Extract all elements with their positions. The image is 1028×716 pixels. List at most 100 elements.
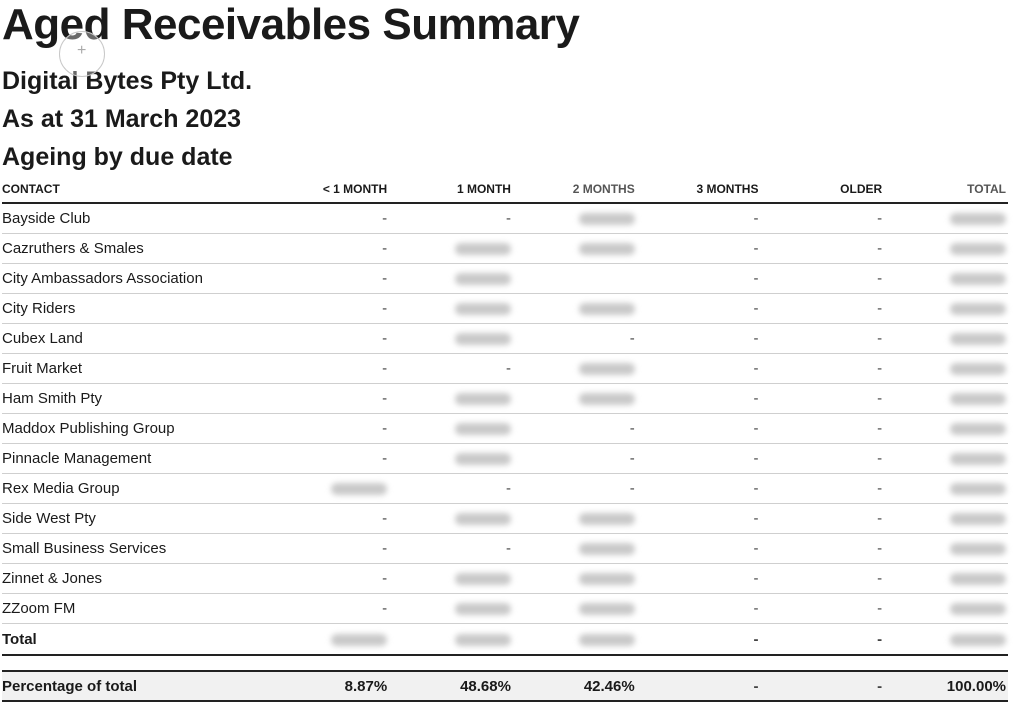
redacted-value-blur: [454, 393, 511, 406]
header-2-months[interactable]: 2 MONTHS: [512, 176, 637, 204]
contact-name[interactable]: Rex Media Group: [2, 473, 272, 504]
contact-name[interactable]: ZZoom FM: [2, 593, 272, 624]
contact-name[interactable]: Cubex Land: [2, 323, 272, 354]
amount-cell: -: [760, 533, 885, 564]
contact-name[interactable]: City Ambassadors Association: [2, 263, 272, 294]
redacted-amount: [884, 293, 1008, 324]
amount-cell: -: [636, 503, 761, 534]
redacted-value-blur: [578, 213, 635, 226]
contact-name[interactable]: Maddox Publishing Group: [2, 413, 272, 444]
amount-cell: -: [760, 293, 885, 324]
redacted-value-blur: [950, 633, 1006, 646]
contact-name[interactable]: Side West Pty: [2, 503, 272, 534]
redacted-amount: [884, 503, 1008, 534]
redacted-amount: [512, 593, 637, 624]
redacted-amount: [512, 233, 637, 264]
redacted-value-blur: [454, 513, 511, 526]
amount-cell: -: [271, 263, 390, 294]
header-1-month[interactable]: 1 MONTH: [389, 176, 513, 204]
spacer-cell: [2, 655, 1008, 671]
amount-cell: -: [760, 670, 885, 702]
redacted-amount: [512, 203, 637, 234]
amount-cell: -: [760, 623, 885, 656]
redacted-value-blur: [454, 273, 511, 286]
amount-cell: -: [760, 593, 885, 624]
amount-cell: -: [271, 293, 390, 324]
contact-name[interactable]: Small Business Services: [2, 533, 272, 564]
pct-row: Percentage of total 8.87% 48.68% 42.46% - -10…: [2, 670, 1008, 702]
redacted-amount: [389, 383, 513, 414]
ageing-basis: Ageing by due date: [2, 143, 233, 171]
contact-name[interactable]: Cazruthers & Smales: [2, 233, 272, 264]
redacted-amount: [389, 503, 513, 534]
redacted-amount: [512, 503, 637, 534]
redacted-value-blur: [454, 573, 511, 586]
redacted-value-blur: [950, 423, 1006, 436]
table-row: City Ambassadors Association - - -: [2, 263, 1008, 294]
amount-cell: -: [636, 293, 761, 324]
table-row: Side West Pty - - -: [2, 503, 1008, 534]
redacted-value-blur: [454, 423, 511, 436]
redacted-amount: [389, 263, 513, 294]
amount-cell: -: [760, 413, 885, 444]
amount-cell: -: [512, 323, 637, 354]
amount-cell: -: [271, 593, 390, 624]
redacted-value-blur: [950, 273, 1006, 286]
pct-label: Percentage of total: [2, 670, 272, 702]
amount-cell: -: [760, 353, 885, 384]
redacted-amount: [884, 383, 1008, 414]
redacted-amount: [512, 623, 637, 656]
contact-name[interactable]: Zinnet & Jones: [2, 563, 272, 594]
redacted-value-blur: [950, 543, 1006, 556]
redacted-amount: [884, 473, 1008, 504]
redacted-value-blur: [578, 243, 635, 256]
aged-receivables-table: CONTACT < 1 MONTH 1 MONTH 2 MONTHS 3 MON…: [2, 176, 1008, 702]
header-lt-1-month[interactable]: < 1 MONTH: [271, 176, 390, 204]
amount-cell: -: [636, 623, 761, 656]
redacted-value-blur: [950, 393, 1006, 406]
redacted-amount: [389, 593, 513, 624]
redacted-amount: [884, 563, 1008, 594]
contact-name[interactable]: Ham Smith Pty: [2, 383, 272, 414]
company-name: Digital Bytes Pty Ltd.: [2, 67, 253, 95]
redacted-value-blur: [331, 633, 388, 646]
amount-cell: -: [636, 353, 761, 384]
redacted-value-blur: [454, 303, 511, 316]
redacted-amount: [512, 563, 637, 594]
amount-cell: -: [760, 503, 885, 534]
redacted-value-blur: [578, 603, 635, 616]
contact-name[interactable]: City Riders: [2, 293, 272, 324]
header-3-months[interactable]: 3 MONTHS: [636, 176, 761, 204]
contact-name[interactable]: Fruit Market: [2, 353, 272, 384]
amount-cell: -: [271, 383, 390, 414]
redacted-amount: [884, 443, 1008, 474]
contact-name[interactable]: Bayside Club: [2, 203, 272, 234]
redacted-amount: [884, 323, 1008, 354]
redacted-value-blur: [950, 303, 1006, 316]
amount-cell: -: [760, 203, 885, 234]
redacted-value-blur: [578, 513, 635, 526]
redacted-amount: [884, 263, 1008, 294]
amount-cell: -: [512, 413, 637, 444]
redacted-amount: [389, 563, 513, 594]
amount-cell: -: [512, 443, 637, 474]
redacted-value-blur: [578, 303, 635, 316]
amount-cell: -: [636, 443, 761, 474]
redacted-amount: [389, 293, 513, 324]
redacted-amount: [884, 533, 1008, 564]
amount-cell: -: [636, 533, 761, 564]
redacted-value-blur: [578, 393, 635, 406]
redacted-amount: [389, 233, 513, 264]
redacted-value-blur: [950, 513, 1006, 526]
redacted-amount: [512, 533, 637, 564]
redacted-value-blur: [950, 213, 1006, 226]
amount-cell: -: [636, 413, 761, 444]
table-header-row: CONTACT < 1 MONTH 1 MONTH 2 MONTHS 3 MON…: [2, 176, 1008, 204]
amount-cell: -: [760, 443, 885, 474]
contact-name[interactable]: Pinnacle Management: [2, 443, 272, 474]
header-older[interactable]: OLDER: [760, 176, 885, 204]
redacted-amount: [389, 323, 513, 354]
header-total[interactable]: TOTAL: [884, 176, 1008, 204]
redacted-value-blur: [578, 573, 635, 586]
header-contact[interactable]: CONTACT: [2, 176, 272, 204]
